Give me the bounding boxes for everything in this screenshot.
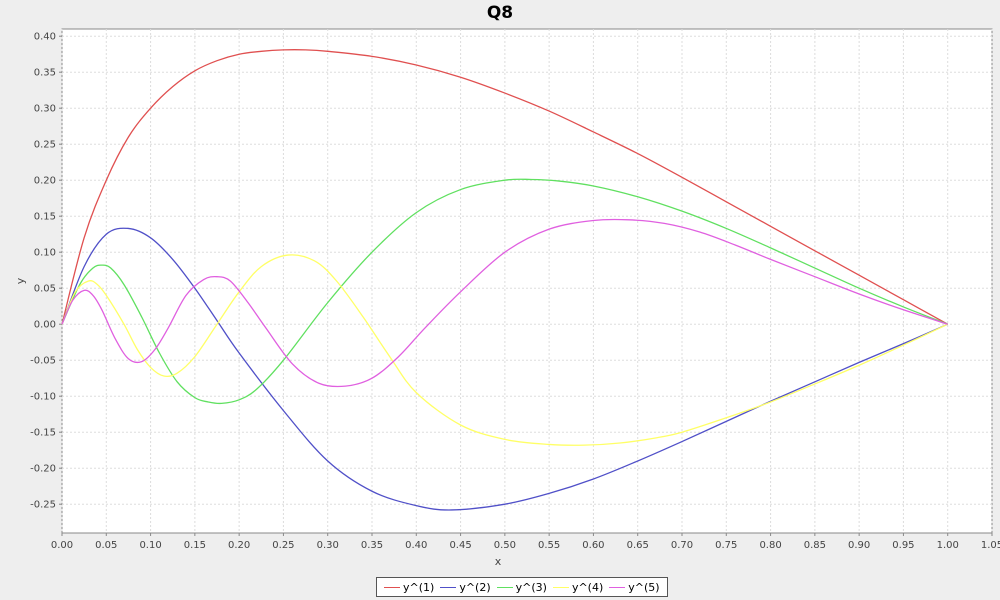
legend-label: y^(3) <box>515 580 547 594</box>
y-tick-label: -0.05 <box>30 356 56 367</box>
y-tick-label: 0.15 <box>34 212 56 223</box>
legend-label: y^(4) <box>571 580 604 594</box>
x-tick-label: 0.85 <box>804 540 826 551</box>
x-tick-label: 0.50 <box>494 540 516 551</box>
y-tick-label: -0.20 <box>30 464 56 475</box>
x-tick-label: 0.15 <box>184 540 206 551</box>
tick-labels: 0.00 0.05 0.10 0.15 0.20 0.25 0.30 0.35 0.40 0.45… <box>30 32 1000 551</box>
y-tick-label: 0.30 <box>34 104 56 115</box>
y-tick-label: -0.15 <box>30 428 56 439</box>
legend-swatch <box>384 586 400 588</box>
x-tick-label: 0.00 <box>51 540 73 551</box>
y-tick-label: -0.25 <box>30 500 56 511</box>
x-tick-label: 0.80 <box>759 540 781 551</box>
x-tick-label: 1.00 <box>937 540 959 551</box>
legend-item-2: y^(2) <box>440 580 491 594</box>
x-tick-label: 0.60 <box>582 540 604 551</box>
y-tick-label: 0.20 <box>34 176 56 187</box>
y-tick-label: -0.10 <box>30 392 56 403</box>
x-tick-label: 0.45 <box>449 540 471 551</box>
legend-item-3: y^(3) <box>496 580 547 594</box>
axes <box>59 35 993 536</box>
x-tick-label: 0.40 <box>405 540 427 551</box>
x-tick-label: 0.30 <box>317 540 339 551</box>
legend-swatch <box>552 586 569 588</box>
legend-swatch <box>496 586 513 588</box>
x-axis-label: x <box>495 555 502 568</box>
y-tick-label: 0.05 <box>34 284 56 295</box>
x-tick-label: 0.05 <box>95 540 117 551</box>
legend-item-5: y^(5) <box>609 580 660 594</box>
series-line-2 <box>61 227 948 511</box>
x-tick-label: 0.35 <box>361 540 383 551</box>
x-tick-label: 0.20 <box>228 540 250 551</box>
series-line-3 <box>61 178 948 405</box>
y-tick-label: 0.10 <box>34 248 56 259</box>
legend-label: y^(5) <box>628 580 660 594</box>
series-line-5 <box>61 218 948 388</box>
x-tick-label: 0.75 <box>715 540 737 551</box>
legend-label: y^(2) <box>459 580 491 594</box>
grid-lines <box>61 29 993 533</box>
x-tick-label: 0.95 <box>892 540 914 551</box>
x-tick-label: 0.25 <box>272 540 294 551</box>
x-tick-label: 0.70 <box>671 540 693 551</box>
y-tick-label: 0.35 <box>34 68 56 79</box>
x-tick-label: 0.55 <box>538 540 560 551</box>
legend-label: y^(1) <box>403 580 435 594</box>
y-tick-label: 0.40 <box>34 32 56 43</box>
series-lines <box>61 49 949 511</box>
x-tick-label: 0.10 <box>139 540 161 551</box>
y-axis-label: y <box>14 277 27 284</box>
x-tick-label: 0.65 <box>627 540 649 551</box>
series-line-4 <box>61 254 948 446</box>
y-tick-label: 0.25 <box>34 140 56 151</box>
chart-title: Q8 <box>486 3 514 23</box>
x-tick-label: 0.90 <box>848 540 870 551</box>
y-tick-label: 0.00 <box>34 320 56 331</box>
legend-swatch <box>440 586 457 588</box>
legend: y^(1) y^(2) y^(3) y^(4) y^(5) <box>376 577 668 597</box>
legend-swatch <box>609 586 626 588</box>
x-tick-label: 1.05 <box>981 540 1000 551</box>
legend-item-1: y^(1) <box>384 581 434 594</box>
legend-item-4: y^(4) <box>552 580 604 594</box>
series-line-1 <box>61 49 949 325</box>
